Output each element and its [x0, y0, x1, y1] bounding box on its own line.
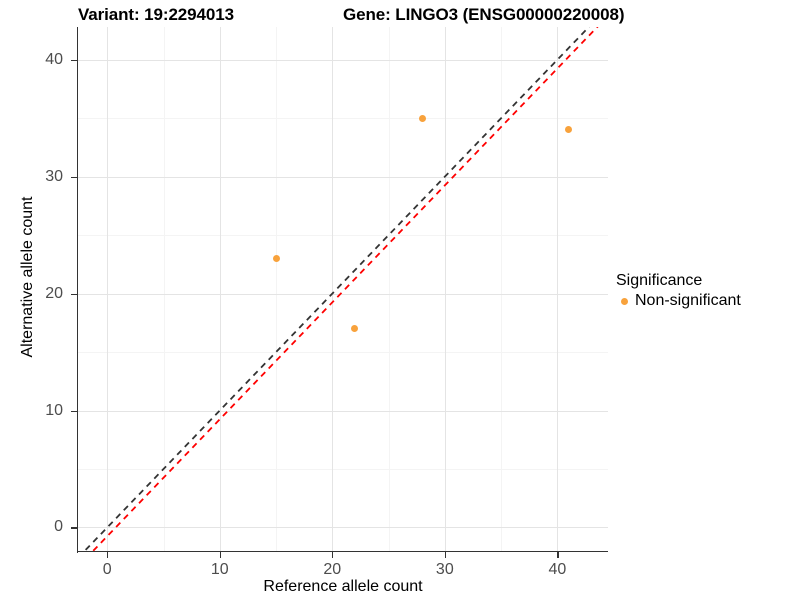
y-axis-tick-label: 40 — [45, 50, 63, 68]
plot-panel — [78, 27, 608, 552]
gridline-major-vertical — [557, 27, 559, 552]
gridline-minor-horizontal — [78, 235, 608, 237]
x-axis-tick-label: 0 — [102, 561, 112, 578]
gridline-major-horizontal — [78, 176, 608, 178]
fit-line — [90, 27, 599, 552]
legend-item-label: Non-significant — [635, 292, 741, 309]
x-axis-tick — [444, 552, 447, 558]
x-axis-tick — [557, 552, 559, 558]
identity-line — [82, 27, 591, 552]
legend: Significance Non-significant — [616, 272, 796, 310]
legend-title: Significance — [616, 272, 703, 289]
gridline-minor-horizontal — [78, 352, 608, 354]
y-axis-tick — [71, 59, 77, 61]
gridline-major-vertical — [219, 27, 221, 552]
legend-marker — [616, 293, 632, 309]
x-axis-tick — [219, 552, 221, 558]
variant-title: Variant: 19:2294013 — [78, 5, 234, 24]
gridline-major-vertical — [332, 27, 334, 552]
x-axis-tick-label: 30 — [435, 561, 454, 578]
legend-item[interactable]: Non-significant — [616, 292, 796, 310]
x-axis-line — [77, 551, 608, 553]
gridline-minor-vertical — [501, 27, 503, 552]
y-axis-tick — [71, 527, 77, 529]
y-axis-line — [77, 27, 79, 553]
gridline-minor-vertical — [276, 27, 278, 552]
reference-lines — [82, 27, 599, 552]
y-axis-title: Alternative allele count — [19, 196, 36, 358]
gridline-major-vertical — [107, 27, 109, 552]
y-axis-tick — [71, 410, 77, 412]
gridline-major-horizontal — [78, 293, 608, 295]
x-axis-tick — [107, 552, 109, 558]
y-axis-tick — [71, 293, 77, 295]
data-point — [565, 126, 573, 134]
legend-entries: Non-significant — [616, 292, 796, 310]
data-point — [272, 255, 280, 262]
gene-title: Gene: LINGO3 (ENSG00000220008) — [343, 5, 625, 24]
x-axis-tick-label: 20 — [323, 561, 342, 578]
x-axis-title: Reference allele count — [263, 578, 423, 595]
x-axis-tick-label: 40 — [548, 561, 567, 578]
y-axis-tick — [71, 176, 77, 178]
gridline-major-vertical — [444, 27, 446, 552]
y-axis-tick-label: 0 — [54, 518, 63, 536]
data-point — [418, 114, 426, 122]
gridline-major-horizontal — [78, 410, 608, 412]
gridline-minor-horizontal — [78, 118, 608, 120]
x-axis-tick — [332, 552, 334, 558]
gridline-minor-horizontal — [78, 468, 608, 470]
y-axis-tick-label: 10 — [45, 401, 63, 419]
gridline-minor-vertical — [163, 27, 165, 552]
gridline-major-horizontal — [78, 59, 608, 61]
gridline-minor-vertical — [388, 27, 390, 552]
y-axis-tick-label: 20 — [45, 284, 63, 302]
gridline-major-horizontal — [78, 527, 608, 529]
circle-marker — [620, 297, 628, 305]
x-axis-tick-label: 10 — [210, 561, 229, 578]
data-point — [351, 325, 359, 333]
y-axis-tick-label: 30 — [45, 167, 63, 185]
